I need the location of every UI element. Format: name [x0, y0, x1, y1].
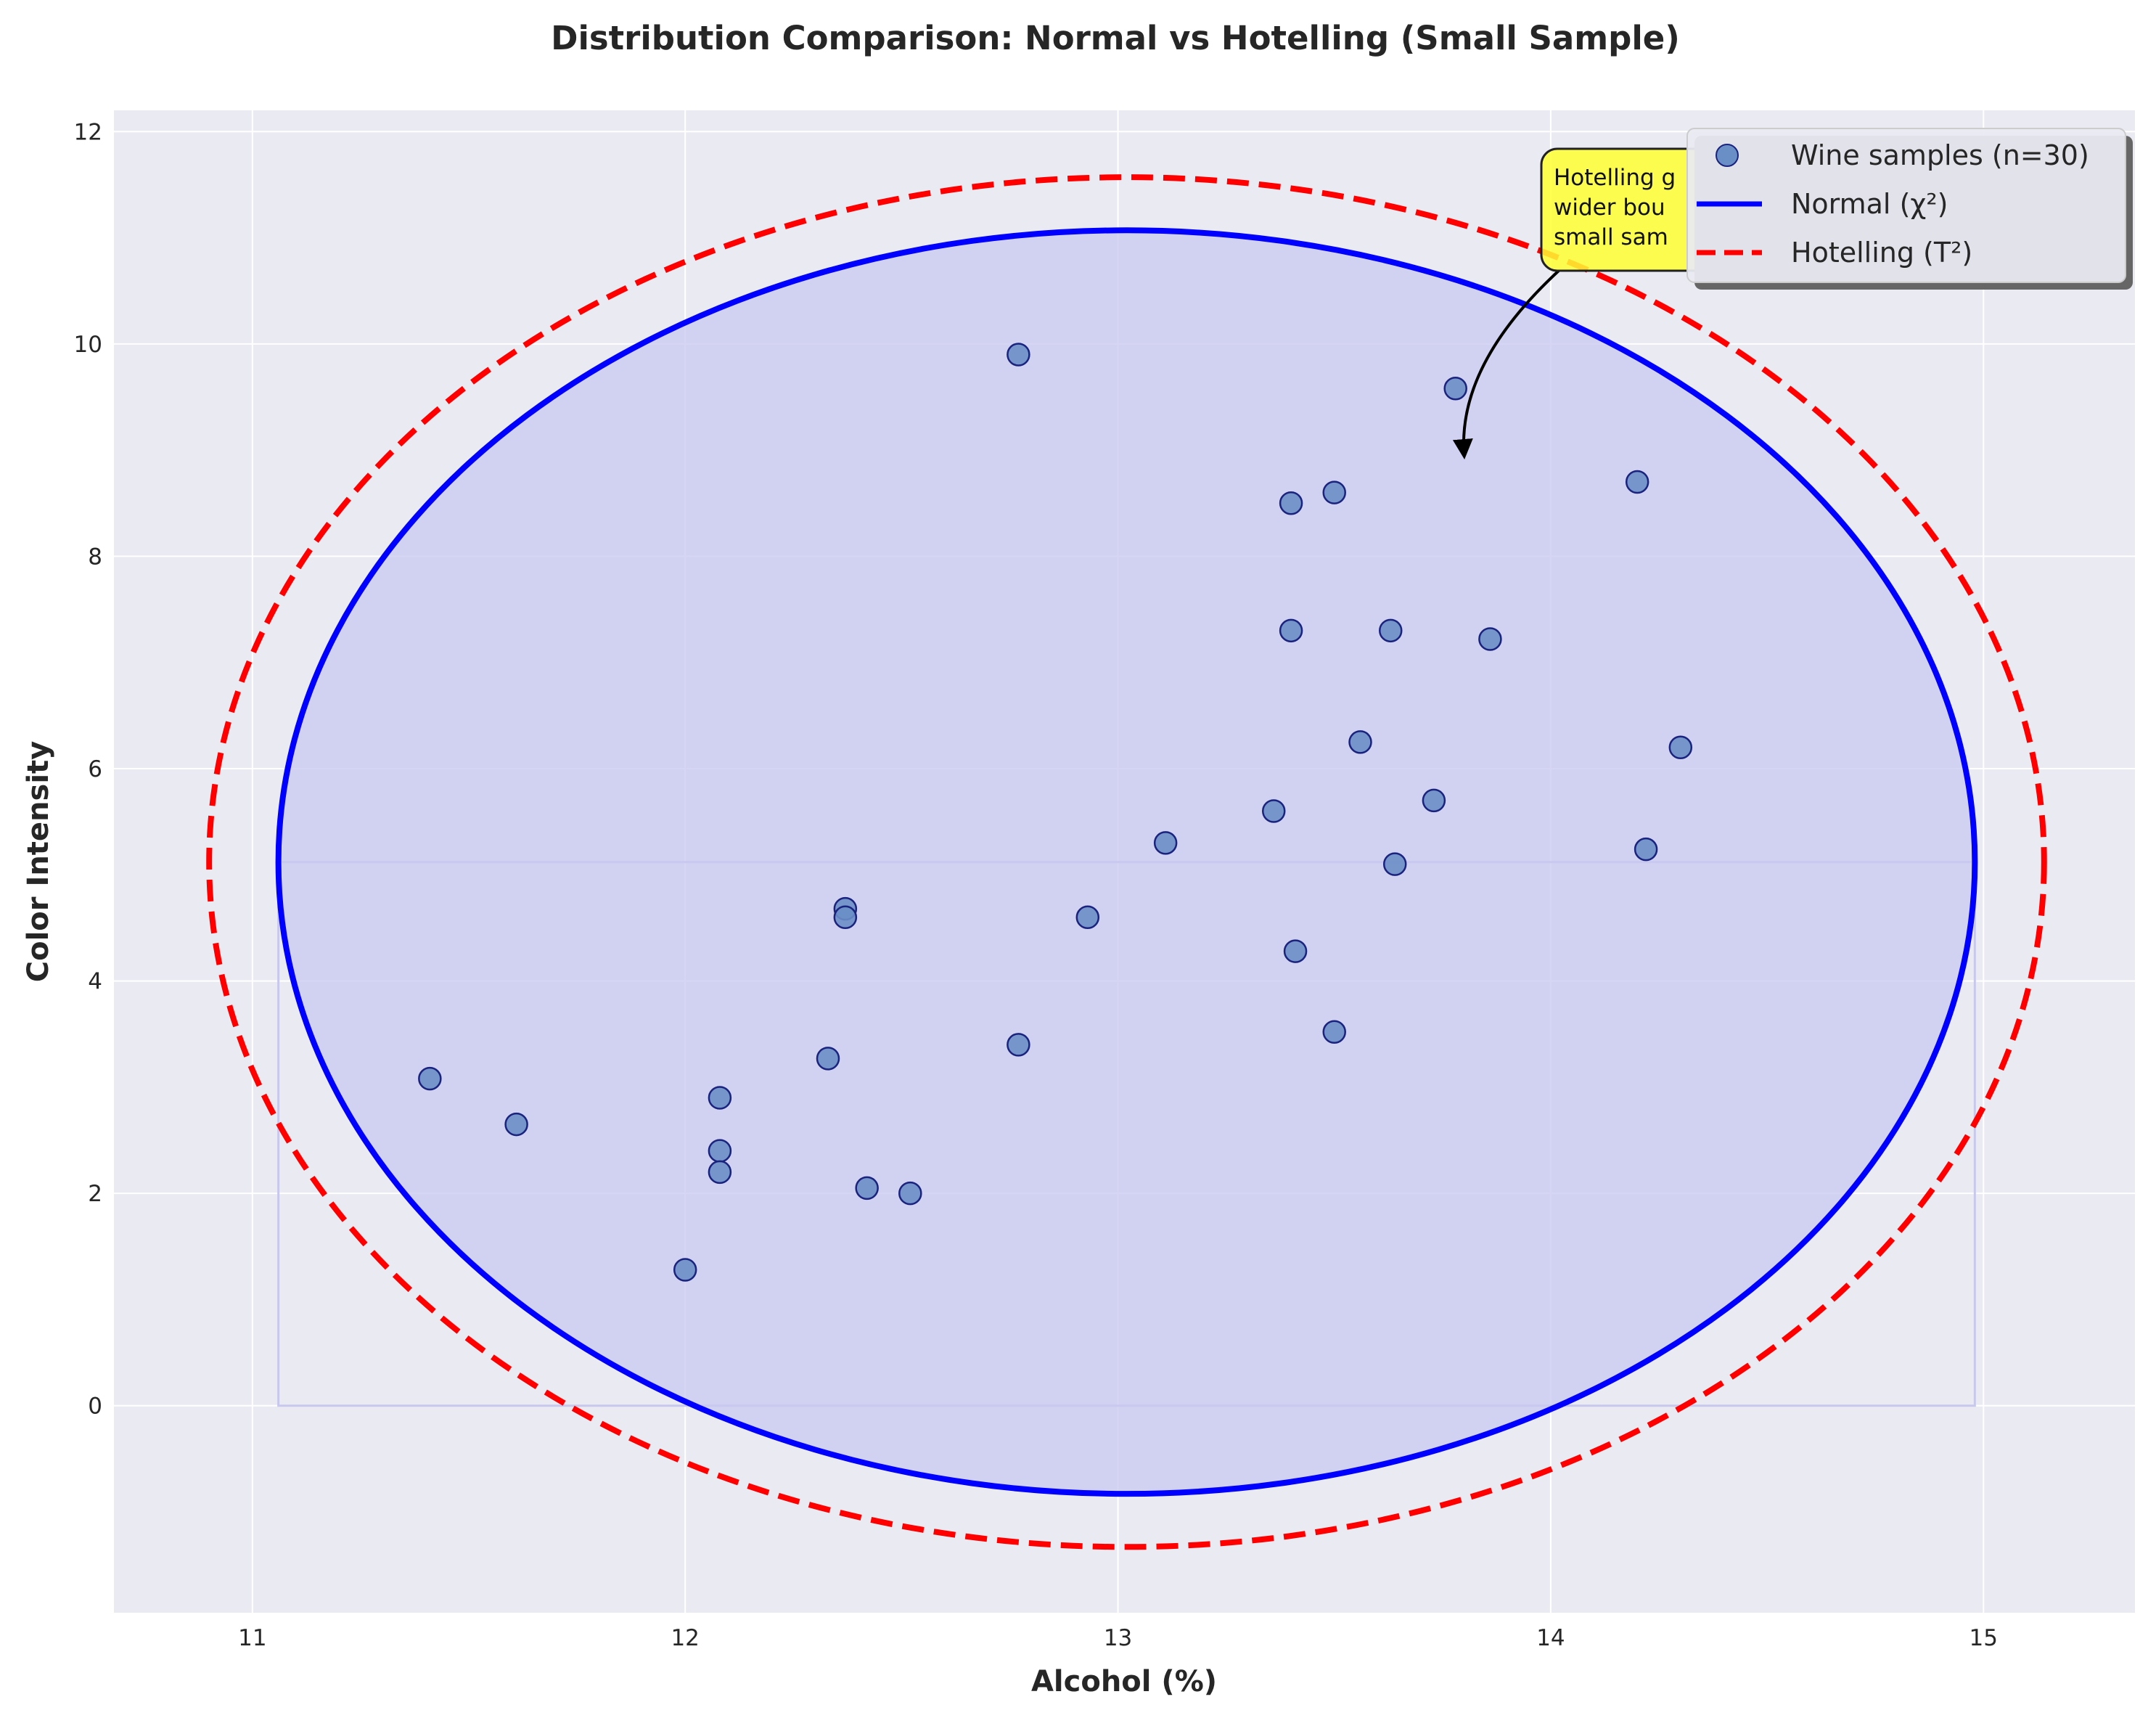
y-tick-label: 8: [88, 544, 102, 570]
data-point: [816, 1047, 840, 1071]
x-axis-label: Alcohol (%): [1031, 1665, 1217, 1698]
x-tick-label: 15: [1969, 1625, 1998, 1651]
data-point: [855, 1176, 879, 1200]
data-point: [708, 1160, 732, 1185]
data-point: [898, 1181, 922, 1206]
data-point: [708, 1139, 732, 1163]
confidence-ellipses: [206, 174, 2047, 1550]
annotation-line-1: Hotelling g: [1554, 165, 1676, 191]
legend: Wine samples (n=30) Normal (χ²) Hotellin…: [1686, 128, 2133, 290]
data-point: [1153, 831, 1178, 855]
legend-label-samples: Wine samples (n=30): [1791, 139, 2089, 171]
y-axis-label: Color Intensity: [22, 741, 55, 982]
x-tick-labels: 11 12 13 14 15: [238, 1625, 1998, 1651]
annotation-line-2: wider bou: [1554, 195, 1665, 221]
x-tick-label: 12: [671, 1625, 699, 1651]
y-tick-label: 12: [74, 119, 102, 145]
data-point: [1634, 837, 1658, 862]
annotation-line-3: small sam: [1554, 224, 1668, 250]
data-point: [1443, 377, 1467, 401]
data-point: [504, 1112, 528, 1137]
data-point: [1007, 1033, 1030, 1057]
data-point: [1322, 480, 1346, 504]
y-tick-label: 6: [88, 756, 102, 782]
x-tick-label: 13: [1104, 1625, 1132, 1651]
data-point: [418, 1066, 442, 1091]
data-point: [1625, 470, 1649, 494]
legend-box: [1686, 128, 2126, 283]
y-tick-label: 10: [74, 332, 102, 358]
data-point: [1279, 618, 1303, 643]
data-point: [1348, 730, 1372, 754]
data-point: [1422, 788, 1446, 813]
y-tick-label: 2: [88, 1181, 102, 1207]
annotation-arrow: [1452, 269, 1560, 460]
data-point: [1075, 905, 1100, 930]
normal-ellipse-fill: [278, 230, 1975, 1494]
hotelling-ellipse: [206, 174, 2047, 1550]
annotation: Hotelling g wider bou small sam: [1452, 147, 1731, 460]
data-point: [1668, 735, 1693, 759]
data-point: [1382, 852, 1407, 876]
normal-ellipse: [275, 227, 1978, 1497]
data-point: [1261, 799, 1286, 823]
y-tick-label: 4: [88, 969, 102, 995]
data-point: [1379, 618, 1403, 643]
legend-marker-samples: [1716, 144, 1739, 167]
data-point: [1478, 627, 1502, 651]
x-tick-label: 11: [238, 1625, 266, 1651]
data-point: [1283, 939, 1308, 963]
legend-label-normal: Normal (χ²): [1791, 188, 1948, 220]
data-point: [673, 1258, 697, 1282]
y-tick-label: 0: [88, 1394, 102, 1420]
scatter-points: [418, 343, 1693, 1282]
x-tick-label: 14: [1536, 1625, 1565, 1651]
data-point: [1279, 491, 1303, 515]
data-point: [1322, 1020, 1346, 1044]
y-tick-labels: 0 2 4 6 8 10 12: [74, 119, 102, 1419]
legend-label-hotelling: Hotelling (T²): [1791, 237, 1972, 269]
data-point: [1007, 343, 1030, 367]
data-point: [833, 905, 858, 930]
chart-title: Distribution Comparison: Normal vs Hotel…: [551, 19, 1680, 57]
data-point: [708, 1086, 732, 1110]
